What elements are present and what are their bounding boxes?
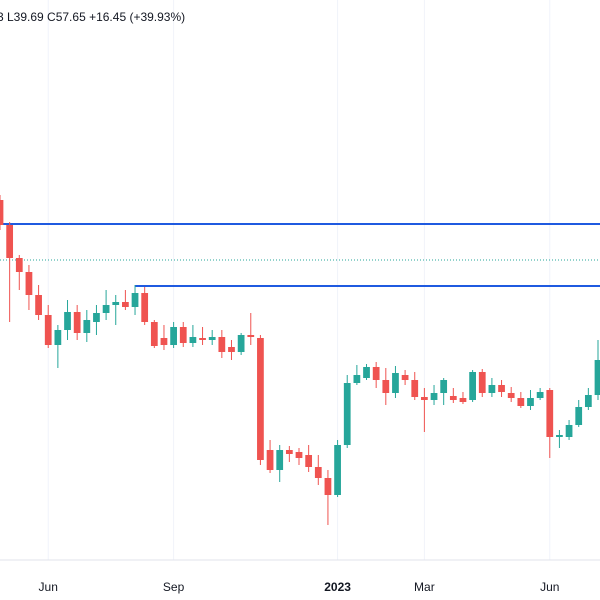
candle-body (228, 347, 235, 352)
candle-body (430, 393, 438, 400)
candle-body (556, 435, 563, 437)
candle-body (150, 322, 158, 346)
candle-body (199, 338, 206, 340)
candle-body (25, 272, 33, 295)
x-tick-label: Jun (540, 580, 559, 594)
candle-body (112, 302, 120, 305)
candle-body (498, 385, 505, 392)
candle-body (536, 392, 544, 398)
candle-body (488, 385, 496, 393)
candle-body (478, 372, 486, 393)
candle-body (392, 373, 399, 393)
candle-body (160, 338, 168, 345)
candle-body (421, 397, 428, 400)
candle-body (565, 425, 573, 437)
candle-body (334, 445, 341, 495)
candle-body (459, 398, 467, 402)
candle-body (73, 312, 81, 333)
candle-body (276, 450, 284, 470)
candle-body (189, 337, 197, 343)
candle-body (122, 302, 129, 307)
x-tick-label: Jun (39, 580, 58, 594)
candle-body (0, 200, 4, 225)
candle-body (218, 337, 226, 352)
candle-body (247, 335, 255, 337)
candle-body (131, 293, 139, 307)
candle-body (44, 315, 52, 345)
candle-body (6, 225, 14, 258)
grid (47, 0, 551, 560)
candle-body (469, 372, 476, 400)
candle-body (382, 380, 390, 393)
candle-body (285, 450, 293, 454)
candle-body (314, 467, 322, 478)
ohlc-header: 3 L39.69 C57.65 +16.45 (+39.93%) (0, 10, 185, 24)
candle-body (584, 395, 592, 407)
candle-body (527, 398, 534, 406)
candle-body (594, 360, 600, 395)
candle-body (35, 295, 42, 315)
candle-body (64, 312, 71, 330)
candle-body (546, 390, 554, 437)
candle-body (102, 305, 110, 313)
x-tick-label: 2023 (324, 580, 351, 594)
candle-body (83, 320, 91, 333)
candle-body (449, 396, 457, 400)
candle-body (411, 380, 419, 397)
candle-body (507, 393, 515, 398)
candle-body (179, 327, 187, 343)
candle-body (170, 327, 177, 345)
candle-body (237, 335, 245, 352)
candle-body (372, 367, 380, 380)
x-tick-label: Mar (414, 580, 435, 594)
candle-body (575, 407, 583, 425)
candle-body (517, 398, 525, 406)
candle-body (305, 455, 313, 467)
candle-body (15, 258, 23, 272)
candle-body (54, 330, 62, 345)
candle-body (324, 478, 332, 495)
candle-body (266, 450, 274, 470)
candle-body (295, 452, 303, 458)
candle-body (353, 375, 361, 383)
x-tick-label: Sep (163, 580, 185, 594)
candle-body (141, 293, 149, 322)
candle-body (93, 313, 100, 322)
candle-body (343, 383, 351, 445)
candle-body (257, 338, 264, 460)
candle-body (401, 375, 409, 380)
candle-body (363, 367, 370, 378)
candle-body (208, 337, 216, 340)
plot-area (0, 195, 600, 525)
x-axis: Jun Sep 2023 Mar Jun (39, 580, 560, 594)
candle-body (440, 380, 448, 393)
